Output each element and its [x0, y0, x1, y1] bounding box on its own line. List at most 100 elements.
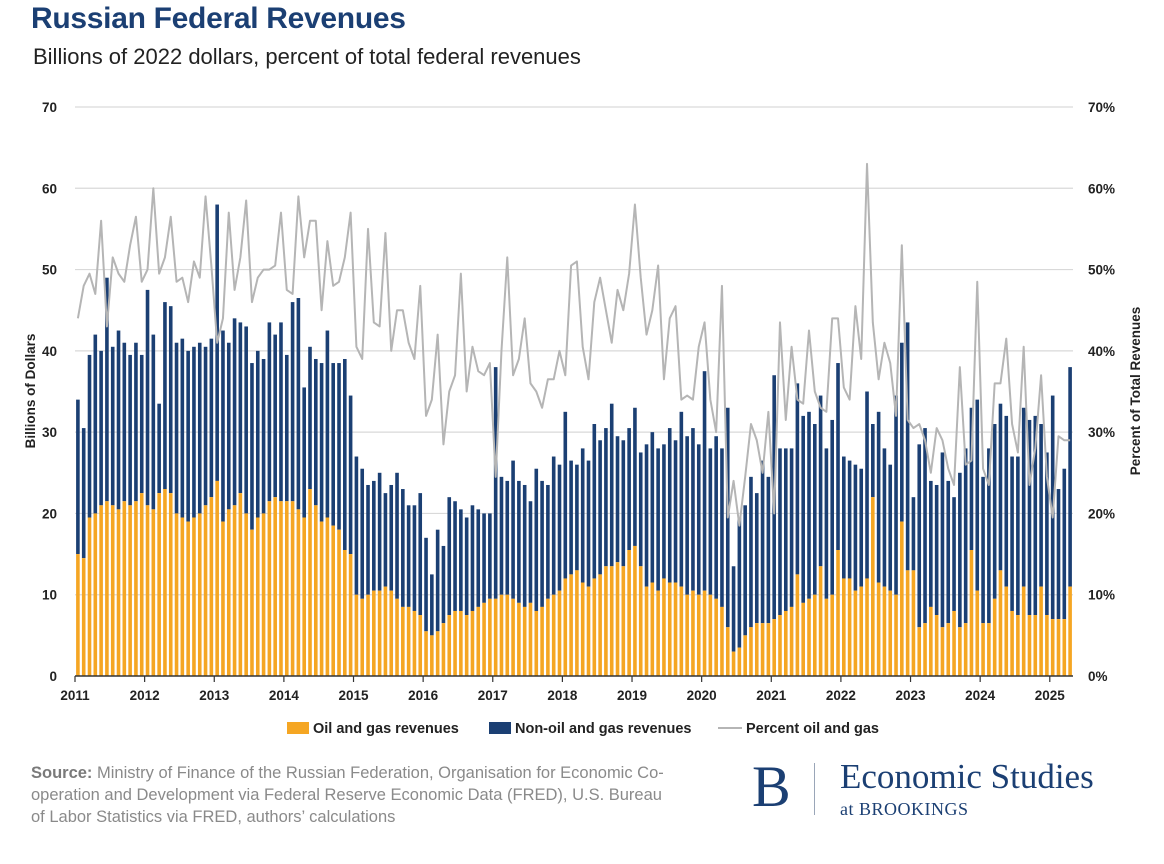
- source-text: Ministry of Finance of the Russian Feder…: [31, 764, 664, 826]
- nonoil-bar: [1021, 407, 1026, 587]
- oil-bar: [267, 501, 272, 676]
- nonoil-bar: [737, 517, 742, 648]
- nonoil-bar: [853, 464, 858, 591]
- y-tick-label: 70: [42, 100, 57, 115]
- nonoil-bar: [871, 424, 875, 498]
- nonoil-bar: [331, 363, 335, 526]
- nonoil-bar: [644, 444, 649, 587]
- oil-bar: [441, 623, 446, 676]
- nonoil-bar: [383, 493, 388, 587]
- oil-bar: [459, 610, 463, 676]
- oil-bar: [192, 517, 196, 676]
- nonoil-bar: [308, 346, 312, 490]
- oil-bar: [163, 489, 167, 676]
- oil-bar: [1062, 619, 1067, 676]
- oil-bar: [557, 590, 562, 676]
- nonoil-bar: [801, 415, 805, 603]
- oil-bar: [76, 554, 80, 676]
- nonoil-bar: [598, 440, 602, 575]
- oil-bar: [87, 517, 92, 676]
- x-tick-label: 2022: [826, 688, 856, 703]
- oil-bar: [244, 513, 248, 676]
- nonoil-bar: [900, 342, 904, 522]
- nonoil-bar: [650, 432, 655, 583]
- legend-label-nonoil: Non-oil and gas revenues: [515, 721, 691, 737]
- oil-bar: [551, 594, 556, 676]
- nonoil-bar: [453, 501, 457, 611]
- oil-bar: [830, 594, 834, 676]
- nonoil-bar: [917, 444, 922, 628]
- oil-bar: [667, 582, 672, 676]
- y-tick-label: 10: [42, 588, 57, 603]
- oil-bar: [540, 606, 544, 676]
- y-tick-label: 30: [42, 425, 57, 440]
- oil-bar: [644, 586, 649, 676]
- nonoil-bar: [511, 460, 515, 599]
- nonoil-bar: [482, 513, 486, 603]
- nonoil-bar: [209, 338, 214, 498]
- nonoil-bar: [389, 484, 394, 591]
- nonoil-bar: [447, 497, 452, 616]
- oil-bar: [662, 578, 666, 676]
- nonoil-bar: [459, 509, 463, 611]
- oil-bar: [348, 554, 353, 676]
- nonoil-bar: [557, 464, 562, 591]
- oil-bar: [905, 570, 910, 676]
- oil-bar: [470, 610, 475, 676]
- oil-bar: [406, 606, 411, 676]
- legend: Oil and gas revenues Non-oil and gas rev…: [287, 721, 879, 737]
- oil-bar: [453, 610, 457, 676]
- nonoil-bar: [517, 480, 521, 603]
- nonoil-bar: [180, 338, 185, 518]
- oil-bar: [754, 623, 759, 676]
- nonoil-bar: [1056, 489, 1061, 620]
- oil-bar: [714, 598, 718, 676]
- oil-bar: [772, 619, 776, 676]
- nonoil-bar: [284, 354, 289, 502]
- nonoil-bar: [609, 403, 614, 567]
- oil-bar: [209, 497, 214, 676]
- oil-bar: [708, 594, 713, 676]
- oil-bar: [1027, 615, 1032, 676]
- oil-bar: [859, 586, 864, 676]
- oil-bar: [203, 505, 208, 676]
- nonoil-bar: [940, 452, 945, 628]
- oil-bar: [296, 509, 301, 676]
- percent-line-layer: [76, 162, 1071, 527]
- nonoil-bar: [354, 456, 359, 595]
- nonoil-bar: [99, 350, 103, 506]
- oil-bar: [250, 529, 254, 676]
- nonoil-bar: [528, 501, 533, 603]
- oil-bar: [946, 623, 951, 676]
- chart-title: Russian Federal Revenues: [31, 2, 406, 35]
- oil-bar: [696, 594, 701, 676]
- oil-bar: [987, 623, 991, 676]
- nonoil-bar: [911, 497, 916, 571]
- oil-bar: [679, 586, 684, 676]
- nonoil-bar: [894, 395, 898, 595]
- oil-bar: [366, 594, 370, 676]
- oil-bar: [517, 602, 521, 676]
- nonoil-bar: [302, 387, 306, 518]
- nonoil-bar: [691, 428, 695, 591]
- oil-bar: [308, 489, 312, 676]
- nonoil-bar: [203, 346, 208, 506]
- nonoil-bar: [343, 358, 347, 551]
- oil-bar: [174, 513, 179, 676]
- nonoil-bar: [377, 472, 382, 591]
- nonoil-bar: [882, 448, 887, 587]
- nonoil-bar: [963, 448, 968, 624]
- nonoil-bar: [534, 468, 539, 611]
- oil-bar: [534, 610, 539, 676]
- nonoil-bar: [360, 468, 365, 599]
- nonoil-bar: [824, 448, 829, 599]
- oil-bar: [633, 545, 637, 676]
- oil-bar: [847, 578, 852, 676]
- oil-bar: [685, 594, 689, 676]
- oil-bar: [888, 590, 893, 676]
- oil-bar: [505, 594, 510, 676]
- oil-bar: [801, 602, 805, 676]
- nonoil-bar: [627, 428, 631, 551]
- oil-bar: [81, 558, 86, 676]
- oil-bar: [186, 521, 190, 676]
